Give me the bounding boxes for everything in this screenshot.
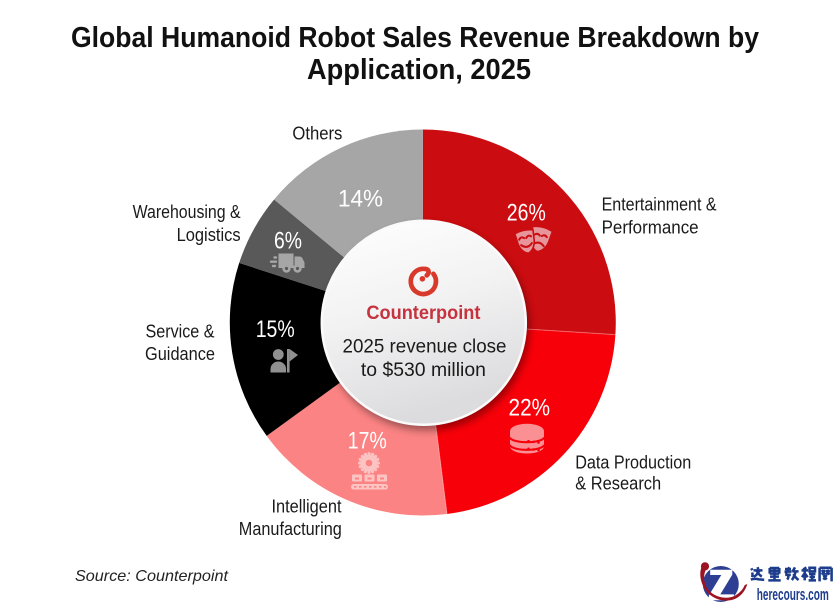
svg-text:Guidance: Guidance <box>145 344 215 364</box>
svg-text:Application, 2025: Application, 2025 <box>307 54 531 86</box>
svg-text:15%: 15% <box>256 316 295 343</box>
svg-text:Others: Others <box>292 124 342 144</box>
svg-text:herecours.com: herecours.com <box>757 585 829 604</box>
svg-text:Source: Counterpoint: Source: Counterpoint <box>75 568 229 585</box>
svg-text:Warehousing &: Warehousing & <box>133 202 241 222</box>
svg-text:26%: 26% <box>507 199 546 226</box>
svg-text:Manufacturing: Manufacturing <box>239 519 342 539</box>
svg-text:Data Production: Data Production <box>575 452 691 472</box>
svg-text:Logistics: Logistics <box>177 225 241 245</box>
svg-text:2025 revenue close: 2025 revenue close <box>343 336 507 358</box>
svg-text:Intelligent: Intelligent <box>272 497 342 517</box>
svg-text:Service &: Service & <box>146 322 215 342</box>
svg-text:17%: 17% <box>348 427 387 454</box>
svg-text:Entertainment &: Entertainment & <box>602 194 717 214</box>
svg-text:22%: 22% <box>509 395 551 422</box>
svg-text:Performance: Performance <box>602 217 699 237</box>
svg-text:& Research: & Research <box>575 474 661 494</box>
svg-text:to $530 million: to $530 million <box>361 359 486 381</box>
svg-text:Global Humanoid Robot Sales Re: Global Humanoid Robot Sales Revenue Brea… <box>71 22 759 54</box>
svg-text:6%: 6% <box>274 228 302 255</box>
svg-text:14%: 14% <box>338 185 383 212</box>
svg-text:Counterpoint: Counterpoint <box>366 302 480 324</box>
